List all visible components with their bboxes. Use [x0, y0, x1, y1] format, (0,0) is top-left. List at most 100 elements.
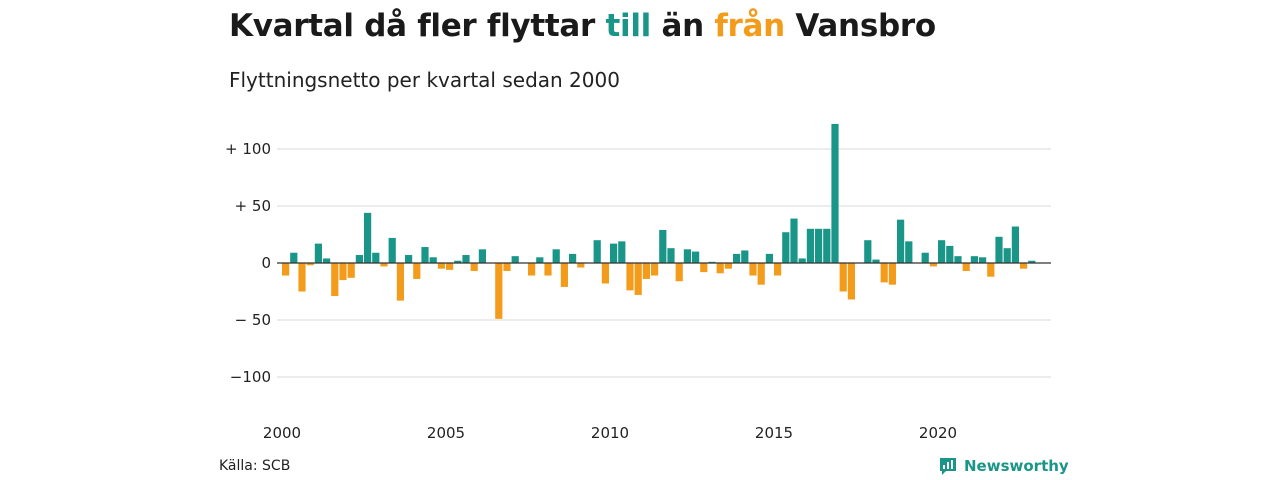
bar	[651, 263, 659, 276]
bar	[339, 263, 347, 281]
title-highlight-fran: från	[714, 8, 785, 44]
bar	[429, 257, 437, 263]
bar	[331, 263, 339, 297]
bar	[667, 248, 675, 263]
bar	[962, 263, 970, 271]
bar	[552, 249, 560, 263]
title-part-1: Kvartal då fler flyttar	[229, 8, 606, 44]
bar	[626, 263, 634, 291]
bar	[560, 263, 568, 287]
bar	[765, 253, 773, 263]
bar	[798, 258, 806, 263]
bar	[306, 263, 314, 266]
bar	[437, 263, 445, 269]
title-part-2: än	[650, 8, 715, 44]
bar	[659, 229, 667, 263]
bar	[396, 263, 404, 301]
bar	[528, 263, 536, 276]
bar	[692, 251, 700, 263]
bar	[905, 241, 913, 263]
bar	[364, 212, 372, 263]
bar	[1011, 226, 1019, 263]
bar	[298, 263, 306, 292]
x-tick-label: 2010	[591, 424, 629, 442]
bar	[610, 243, 618, 263]
title-highlight-till: till	[605, 8, 651, 44]
bar	[700, 263, 708, 273]
bar	[495, 263, 503, 319]
x-tick-label: 2005	[427, 424, 465, 442]
bar	[823, 228, 831, 263]
bar	[421, 247, 429, 263]
x-tick-label: 2020	[919, 424, 957, 442]
chart-subtitle: Flyttningsnetto per kvartal sedan 2000	[229, 68, 620, 92]
bar	[454, 260, 462, 263]
y-tick-label: −100	[230, 368, 271, 386]
bar	[593, 240, 601, 263]
bar	[282, 263, 290, 276]
bar	[839, 263, 847, 292]
brand-name: Newsworthy	[964, 457, 1069, 475]
bar	[1003, 248, 1011, 263]
x-tick-label: 2000	[263, 424, 301, 442]
bar	[511, 256, 519, 263]
bar	[634, 263, 642, 295]
chart-title: Kvartal då fler flyttar till än från Van…	[229, 8, 936, 44]
bar	[405, 255, 413, 263]
bar	[782, 232, 790, 263]
bar	[618, 241, 626, 263]
bar	[569, 253, 577, 263]
bar	[1028, 260, 1036, 263]
bar	[323, 258, 331, 263]
y-tick-label: + 100	[225, 140, 271, 158]
bar	[683, 249, 691, 263]
bar	[954, 256, 962, 263]
bar	[724, 263, 732, 269]
bar	[446, 263, 454, 270]
bar	[642, 263, 650, 279]
bar	[413, 263, 421, 279]
bar	[577, 263, 585, 268]
bar	[388, 237, 396, 263]
bar	[470, 263, 478, 271]
bar	[831, 123, 839, 263]
bar	[1020, 263, 1028, 269]
bar	[995, 236, 1003, 263]
bar	[880, 263, 888, 283]
bar	[462, 255, 470, 263]
bar	[372, 252, 380, 263]
bar	[806, 228, 814, 263]
bar	[601, 263, 609, 284]
bar	[774, 263, 782, 276]
bar	[757, 263, 765, 285]
bar	[290, 252, 298, 263]
bar	[503, 263, 511, 271]
bar	[536, 257, 544, 263]
y-tick-label: 0	[261, 254, 271, 272]
bar-chart: + 100 + 50 0 − 50 −100 2000 2005 2010 2015 2020	[225, 123, 1051, 442]
bar	[929, 263, 937, 267]
bar	[987, 263, 995, 277]
bar	[872, 259, 880, 263]
bar	[314, 243, 322, 263]
y-tick-label: − 50	[235, 311, 271, 329]
bar	[970, 256, 978, 263]
bar	[864, 240, 872, 263]
bar	[749, 263, 757, 276]
bar	[347, 263, 355, 278]
bar	[790, 218, 798, 263]
bar	[478, 249, 486, 263]
y-tick-label: + 50	[235, 197, 271, 215]
bar	[733, 253, 741, 263]
bar	[897, 219, 905, 263]
brand[interactable]: Newsworthy	[938, 456, 1069, 476]
bar	[946, 245, 954, 263]
source-note: Källa: SCB	[219, 458, 291, 474]
newsworthy-logo-icon	[940, 458, 956, 475]
bar	[675, 263, 683, 282]
title-part-3: Vansbro	[784, 8, 936, 44]
bar	[380, 263, 388, 267]
bar	[847, 263, 855, 300]
x-tick-label: 2015	[755, 424, 793, 442]
bar	[815, 228, 823, 263]
